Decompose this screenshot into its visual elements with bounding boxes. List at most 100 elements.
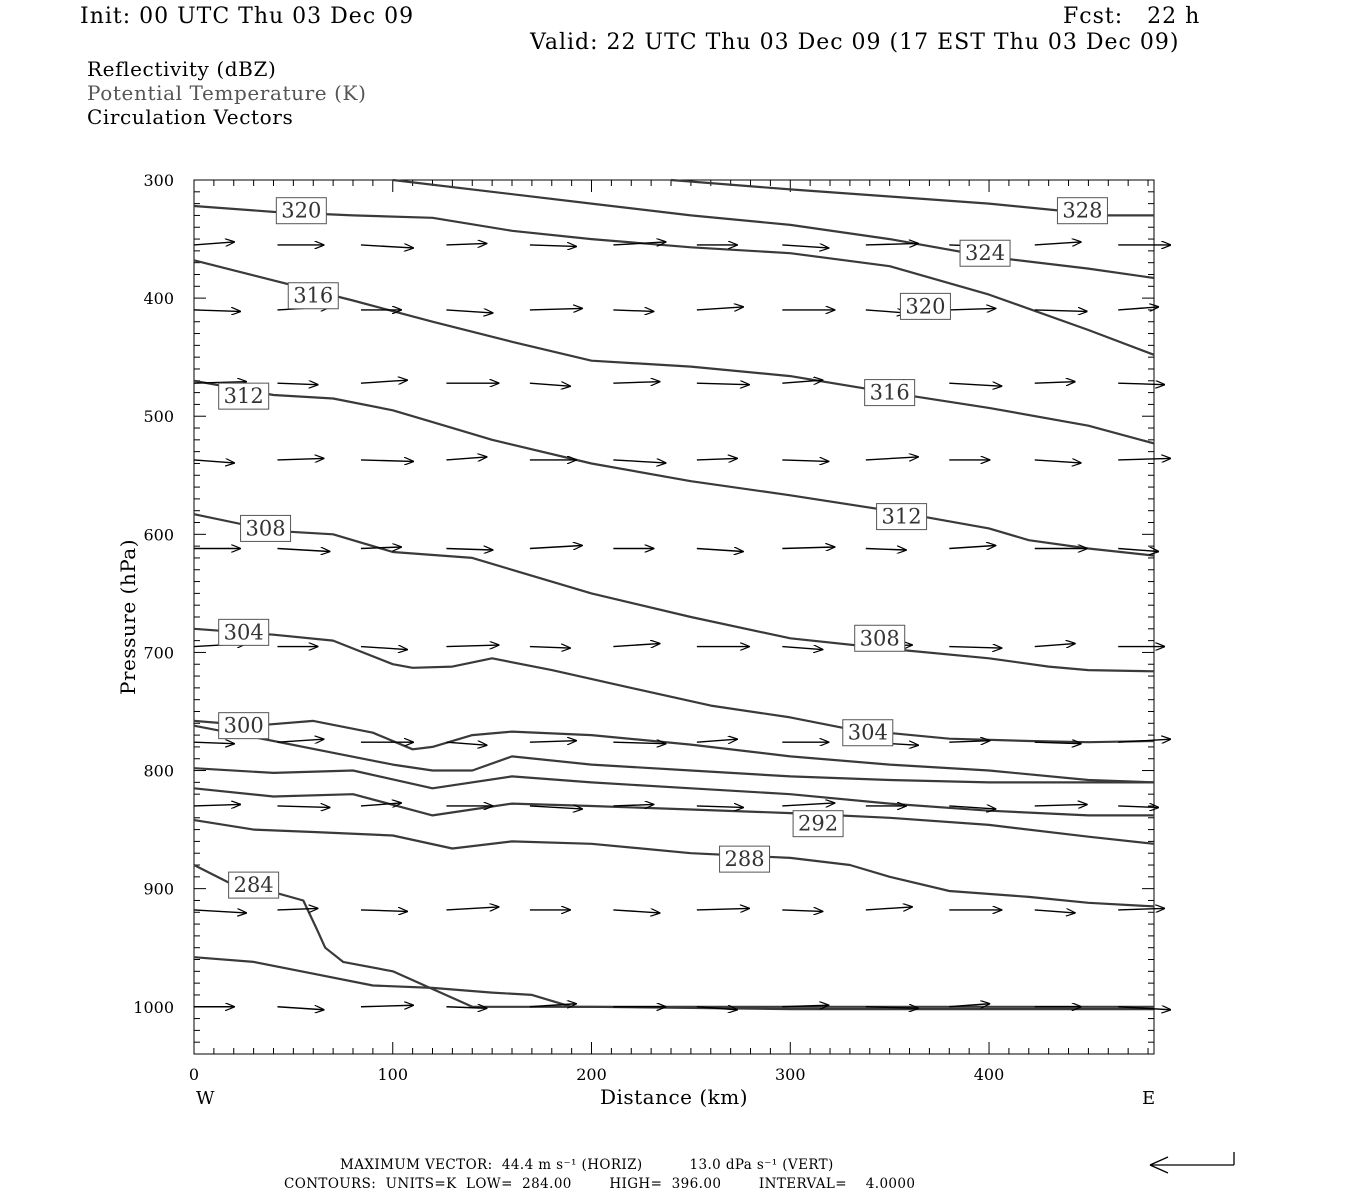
valid-time-label: Valid: 22 UTC Thu 03 Dec 09 (17 EST Thu … [530,30,1180,55]
contour-label-box [842,719,894,747]
contour-label-text: 312 [224,384,264,408]
axis-ticks [193,179,1154,1055]
contour-label-box [218,618,270,646]
circulation-vector [446,645,498,647]
plot-frame [193,179,1155,1055]
y-tick-label: 400 [143,289,174,308]
circulation-vector [865,310,906,313]
contour-labels: 320 316 312 308 304 300 284 328 324 320 316 312 308 3… [218,197,1108,899]
circulation-vector [782,380,822,383]
circulation-vector [1118,383,1164,385]
theta-contour-line [193,259,1155,445]
circulation-vector [696,458,737,460]
theta-contour-line [670,178,1154,217]
circulation-vector [277,548,329,551]
circulation-vector [782,245,828,248]
y-tick-label: 500 [143,407,174,426]
maximum-vector-note: MAXIMUM VECTOR: 44.4 m s⁻¹ (HORIZ) 13.0 … [340,1157,834,1173]
contour-label-box [854,624,906,652]
theta-contour-line [193,767,1154,817]
theta-contours [193,178,1155,1011]
contour-label-box [218,712,270,740]
circulation-vector [782,1005,828,1007]
x-tick-label: 0 [189,1065,199,1084]
circulation-vector [360,380,407,383]
circulation-vector [193,310,240,312]
theta-contour-line [392,178,1155,280]
circulation-vector [1034,242,1081,245]
circulation-vector [865,907,912,910]
x-axis-west-label: W [196,1088,215,1109]
circulation-vector [949,545,995,548]
circulation-vector [529,245,576,247]
circulation-vector [529,1004,576,1007]
circulation-vector [1034,742,1081,744]
circulation-vector [193,910,246,913]
contour-label-text: 316 [870,381,910,405]
axis-tick-labels: 0 100 200 300 400 300 400 500 600 700 800 900 1000 [133,171,1004,1084]
circulation-vector [446,1007,486,1009]
circulation-vector [446,243,486,245]
circulation-vector [529,383,570,386]
y-tick-label: 600 [143,525,174,544]
contour-info-note: CONTOURS: UNITS=K LOW= 284.00 HIGH= 396.… [284,1176,916,1192]
circulation-vectors [193,242,1170,1010]
circulation-vector [782,547,834,549]
circulation-vector [446,457,486,460]
contour-label-text: 320 [281,199,321,223]
contour-label-box [1056,197,1108,225]
y-tick-label: 1000 [133,998,174,1017]
contour-label-box [218,382,270,410]
circulation-vector [1034,644,1075,647]
circulation-vector [949,806,995,809]
forecast-hour-label: Fcst: 22 h [1063,4,1201,29]
circulation-vector [446,742,486,745]
circulation-vector [277,739,323,742]
circulation-vector [360,547,401,549]
x-tick-label: 300 [775,1065,806,1084]
theta-contour-line [193,864,1154,1011]
theta-contour-line [193,513,1155,673]
circulation-vector [529,308,582,310]
circulation-vector [1118,548,1158,551]
theta-contour-line [193,724,1154,784]
circulation-vector [696,307,743,310]
circulation-vector [277,908,317,910]
circulation-vector [949,383,1001,386]
theta-contour-line [193,787,1155,845]
theta-contour-line [193,719,1155,784]
contour-label-box [287,282,339,310]
contour-label-box [228,871,280,899]
legend-circulation-vectors: Circulation Vectors [87,105,294,129]
contour-label-text: 300 [224,714,264,738]
circulation-vector [696,383,749,385]
circulation-vector [949,741,989,743]
circulation-vector [529,806,582,809]
y-tick-label: 300 [143,171,174,190]
circulation-vector [865,243,918,245]
circulation-vector [193,460,234,463]
contour-label-box [864,379,916,407]
circulation-vector [613,460,665,463]
contour-label-box [719,845,771,873]
circulation-vector [865,1007,918,1009]
circulation-vector [613,742,665,744]
circulation-vector [193,242,234,245]
contour-label-text: 308 [246,516,286,540]
theta-contour-line [193,956,1154,1008]
theta-contour-line [193,379,1155,557]
x-tick-label: 400 [974,1065,1005,1084]
circulation-vector [782,910,822,912]
contour-label-box [876,503,928,531]
circulation-vector [277,458,323,460]
circulation-vector [782,460,828,462]
circulation-vector [360,803,401,806]
contour-label-text: 304 [224,620,264,644]
reference-vector-icon [1149,1152,1235,1174]
contour-label-text: 308 [860,626,900,650]
circulation-vector [613,910,659,913]
circulation-vector [1034,460,1081,463]
circulation-vector [360,1005,413,1007]
circulation-vector [529,741,576,743]
